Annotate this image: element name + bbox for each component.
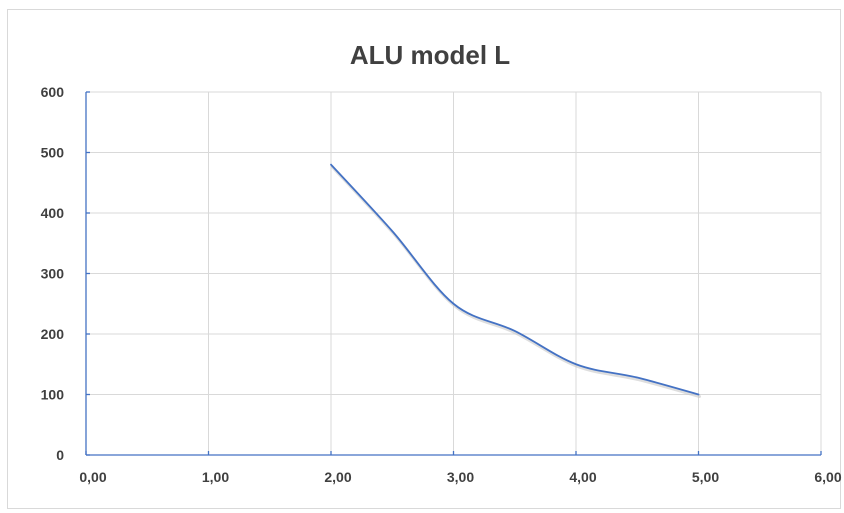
tick-labels: 0 100 200 300 400 500 600 0,00 1,00 2,00 3,00 4,00 5… — [41, 84, 842, 485]
x-tick-label-0: 0,00 — [79, 469, 106, 485]
y-tick-label-1: 100 — [41, 387, 65, 403]
x-tick-label-2: 2,00 — [324, 469, 351, 485]
x-tick-label-3: 3,00 — [447, 469, 474, 485]
y-tick-label-2: 200 — [41, 326, 65, 342]
y-tick-label-4: 400 — [41, 205, 65, 221]
series-shadow-0 — [330, 165, 701, 398]
x-tick-label-4: 4,00 — [569, 469, 596, 485]
x-tick-label-6: 6,00 — [814, 469, 841, 485]
y-tick-label-3: 300 — [41, 266, 65, 282]
x-tick-label-5: 5,00 — [692, 469, 719, 485]
series-layer — [330, 163, 701, 398]
x-tick-label-1: 1,00 — [202, 469, 229, 485]
chart-title: ALU model L — [350, 40, 510, 70]
y-tick-label-0: 0 — [56, 447, 64, 463]
y-tick-label-5: 500 — [41, 145, 65, 161]
grid-lines — [86, 91, 822, 455]
series-line-0 — [330, 163, 700, 396]
axes — [85, 91, 822, 456]
y-tick-label-6: 600 — [41, 84, 65, 100]
